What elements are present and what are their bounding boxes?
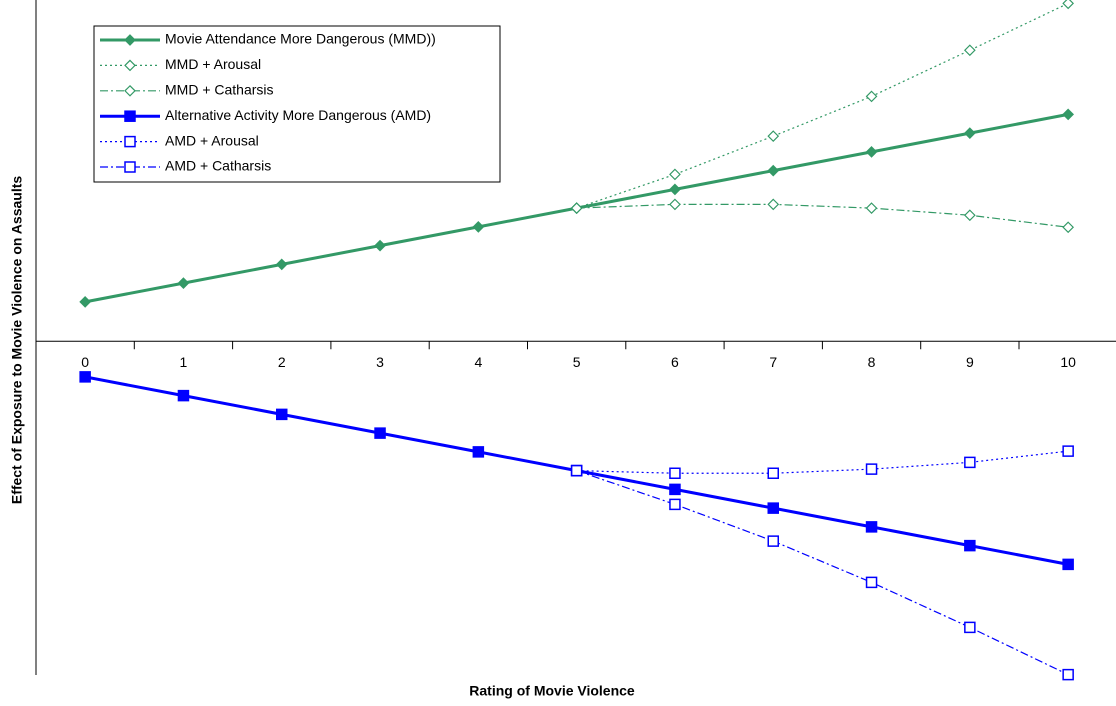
x-tick-label: 6 bbox=[671, 354, 679, 370]
legend-label: MMD + Arousal bbox=[165, 56, 261, 72]
x-axis-title: Rating of Movie Violence bbox=[469, 683, 635, 699]
marker bbox=[275, 258, 288, 271]
x-tick-label: 2 bbox=[278, 354, 286, 370]
marker bbox=[767, 130, 780, 142]
marker bbox=[767, 467, 779, 479]
marker bbox=[865, 90, 878, 103]
marker bbox=[669, 168, 681, 181]
marker bbox=[1062, 0, 1074, 10]
marker bbox=[472, 446, 485, 458]
marker bbox=[865, 521, 878, 533]
marker bbox=[374, 239, 386, 252]
marker bbox=[374, 427, 386, 439]
marker bbox=[570, 202, 583, 214]
marker bbox=[964, 127, 976, 139]
marker bbox=[79, 371, 91, 383]
marker bbox=[865, 202, 878, 214]
x-tick-label: 7 bbox=[769, 354, 777, 370]
x-tick-label: 3 bbox=[376, 354, 384, 370]
marker bbox=[177, 277, 190, 289]
legend: Movie Attendance More Dangerous (MMD)) MM… bbox=[93, 25, 501, 183]
marker bbox=[570, 464, 583, 477]
x-tick-label: 10 bbox=[1060, 354, 1076, 370]
x-tick-label: 1 bbox=[180, 354, 188, 370]
legend-marker bbox=[124, 135, 136, 148]
marker bbox=[964, 44, 976, 57]
marker bbox=[1062, 558, 1074, 571]
marker bbox=[1062, 668, 1074, 681]
marker bbox=[669, 467, 681, 479]
marker bbox=[964, 539, 976, 552]
marker bbox=[865, 146, 878, 158]
series-line bbox=[576, 2, 1069, 209]
marker bbox=[669, 198, 681, 211]
marker bbox=[1062, 445, 1074, 457]
x-tick-label: 8 bbox=[868, 354, 876, 370]
marker bbox=[177, 389, 190, 402]
legend-label: AMD + Catharsis bbox=[165, 158, 271, 174]
legend-label: MMD + Catharsis bbox=[165, 82, 274, 98]
legend-label: Alternative Activity More Dangerous (AMD… bbox=[165, 107, 431, 123]
marker bbox=[79, 296, 91, 308]
marker bbox=[472, 221, 485, 233]
x-tick-label: 4 bbox=[474, 354, 482, 370]
legend-label: AMD + Arousal bbox=[165, 132, 259, 148]
marker bbox=[1062, 221, 1074, 234]
marker bbox=[669, 483, 681, 496]
marker bbox=[767, 535, 779, 547]
marker bbox=[669, 183, 681, 196]
marker bbox=[964, 621, 976, 634]
legend-label: Movie Attendance More Dangerous (MMD)) bbox=[165, 31, 436, 47]
series-line bbox=[576, 203, 1069, 228]
legend-marker bbox=[124, 84, 136, 97]
series-line bbox=[576, 470, 1069, 676]
legend-marker bbox=[124, 34, 136, 46]
marker bbox=[767, 164, 780, 177]
legend-box bbox=[93, 25, 501, 183]
marker bbox=[669, 498, 681, 511]
y-axis-title: Effect of Exposure to Movie Violence on … bbox=[9, 176, 25, 505]
marker bbox=[964, 209, 976, 222]
marker bbox=[865, 576, 878, 589]
x-tick-label: 0 bbox=[81, 354, 89, 370]
marker bbox=[964, 456, 976, 469]
legend-marker bbox=[124, 110, 136, 122]
series-line bbox=[576, 450, 1069, 474]
marker bbox=[276, 408, 288, 421]
marker bbox=[767, 198, 780, 211]
x-tick-label: 9 bbox=[966, 354, 974, 370]
marker bbox=[865, 463, 878, 475]
legend-marker bbox=[124, 59, 136, 72]
marker bbox=[767, 502, 779, 514]
x-tick-label: 5 bbox=[573, 354, 581, 370]
legend-marker bbox=[124, 161, 136, 173]
marker bbox=[1062, 108, 1074, 121]
